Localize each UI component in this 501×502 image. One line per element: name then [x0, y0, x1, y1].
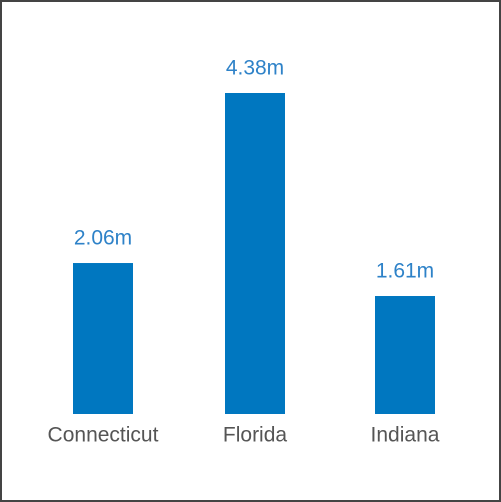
- value-label: 2.06m: [74, 227, 132, 250]
- value-label: 1.61m: [376, 260, 434, 283]
- bar: [225, 93, 285, 414]
- x-tick-label: Indiana: [371, 424, 440, 447]
- value-label: 4.38m: [226, 57, 284, 80]
- bar: [375, 296, 435, 414]
- bar: [73, 263, 133, 414]
- x-tick-label: Florida: [223, 424, 288, 447]
- x-tick-label: Connecticut: [48, 424, 159, 447]
